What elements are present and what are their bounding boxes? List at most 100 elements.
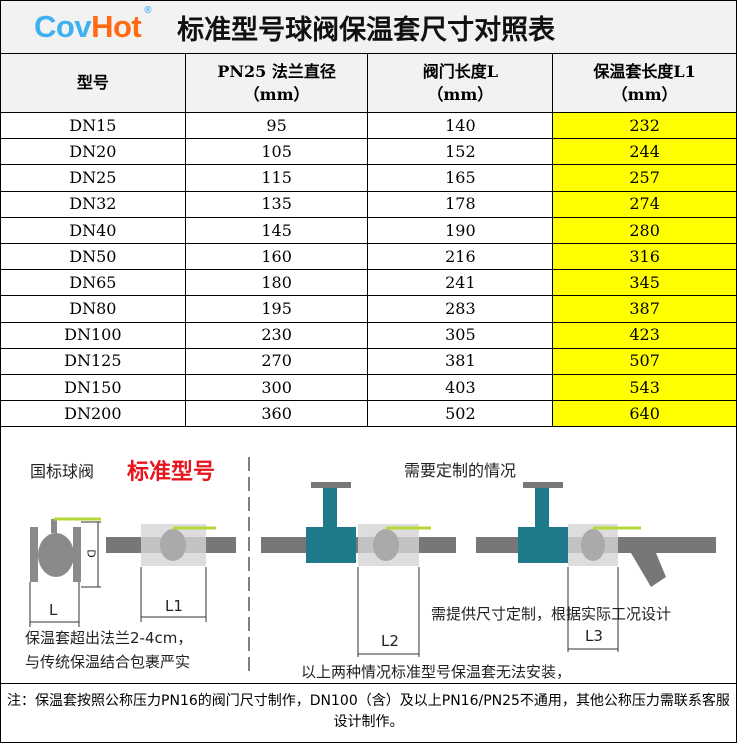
model-cell: DN32 bbox=[0, 190, 186, 218]
dim-l: L bbox=[49, 601, 58, 619]
ball-valve-icon bbox=[160, 529, 186, 561]
column-header: 型号 bbox=[0, 53, 186, 113]
page-title: 标准型号球阀保温套尺寸对照表 bbox=[177, 14, 556, 46]
table-row: DN32 135 178 274 bbox=[0, 190, 737, 218]
gate-valve-stem bbox=[535, 487, 549, 532]
flange-diameter-cell: 135 bbox=[184, 190, 369, 218]
model-cell: DN80 bbox=[0, 295, 186, 323]
column-header-unit: （mm） bbox=[243, 85, 310, 104]
flange-diameter-cell: 300 bbox=[184, 373, 369, 402]
valve-length-cell: 216 bbox=[367, 242, 554, 271]
registered-mark: ® bbox=[144, 5, 152, 16]
flange-diameter-cell: 195 bbox=[184, 295, 369, 323]
column-header: 阀门长度L （mm） bbox=[367, 53, 554, 113]
flange-diameter-cell: 105 bbox=[184, 138, 369, 166]
model-cell: DN15 bbox=[0, 111, 186, 140]
table-row: DN40 145 190 280 bbox=[0, 216, 737, 244]
dim-l1: L1 bbox=[165, 597, 183, 615]
size-table: 型号 PN25 法兰直径 （mm） 阀门长度L （mm） 保温套长度L1 （mm） DN15… bbox=[0, 53, 737, 428]
jacket-length-cell: 507 bbox=[552, 347, 737, 375]
jacket-length-cell: 316 bbox=[552, 242, 737, 271]
flange-diameter-cell: 160 bbox=[184, 242, 369, 271]
table-row: DN15 95 140 232 bbox=[0, 111, 737, 140]
jacket-length-cell: 543 bbox=[552, 373, 737, 402]
dim-l3: L3 bbox=[585, 627, 603, 645]
flange-diameter-cell: 180 bbox=[184, 269, 369, 297]
gate-valve-stem bbox=[323, 487, 337, 532]
jacket-length-cell: 232 bbox=[552, 111, 737, 140]
jacket-length-cell: 280 bbox=[552, 216, 737, 244]
column-header: PN25 法兰直径 （mm） bbox=[184, 53, 369, 113]
column-header-line1: 型号 bbox=[76, 73, 109, 93]
valve-length-cell: 381 bbox=[367, 347, 554, 375]
logo-hot: Hot bbox=[91, 9, 142, 44]
gate-valve-icon bbox=[306, 527, 356, 563]
table-row: DN200 360 502 640 bbox=[0, 400, 737, 428]
table-row: DN80 195 283 387 bbox=[0, 295, 737, 323]
table-row: DN125 270 381 507 bbox=[0, 347, 737, 375]
model-cell: DN20 bbox=[0, 138, 186, 166]
dimension-lines bbox=[29, 521, 619, 657]
flange-diameter-cell: 360 bbox=[184, 400, 369, 428]
column-header: 保温套长度L1 （mm） bbox=[552, 53, 737, 113]
table-row: DN65 180 241 345 bbox=[0, 269, 737, 297]
column-header-line1: 阀门长度L bbox=[422, 61, 498, 81]
custom-label: 需要定制的情况 bbox=[404, 461, 517, 480]
left-label: 国标球阀 bbox=[30, 462, 95, 481]
valve-length-cell: 152 bbox=[367, 138, 554, 166]
model-cell: DN125 bbox=[0, 347, 186, 375]
header-row: 型号 PN25 法兰直径 （mm） 阀门长度L （mm） 保温套长度L1 （mm） bbox=[0, 53, 737, 113]
jacket-length-cell: 640 bbox=[552, 400, 737, 428]
footnote: 注：保温套按照公称压力PN16的阀门尺寸制作，DN100（含）及以上PN16/P… bbox=[0, 683, 737, 743]
strainer-icon bbox=[631, 553, 666, 587]
model-cell: DN150 bbox=[0, 373, 186, 402]
column-header-line1: 保温套长度L1 bbox=[593, 61, 696, 81]
ball-valve-icon bbox=[373, 529, 399, 561]
table-row: DN25 115 165 257 bbox=[0, 164, 737, 192]
jacket-length-cell: 244 bbox=[552, 138, 737, 166]
valve-illustration bbox=[29, 457, 716, 677]
left-desc-2: 与传统保温结合包裹严实 bbox=[25, 653, 191, 671]
valve-length-cell: 190 bbox=[367, 216, 554, 244]
flange-diameter-cell: 95 bbox=[184, 111, 369, 140]
valve-length-cell: 305 bbox=[367, 321, 554, 349]
flange-diameter-cell: 145 bbox=[184, 216, 369, 244]
jacket-length-cell: 257 bbox=[552, 164, 737, 192]
left-desc-1: 保温套超出法兰2-4cm， bbox=[25, 629, 193, 647]
jacket-length-cell: 387 bbox=[552, 295, 737, 323]
title-bar: CovHot ® 标准型号球阀保温套尺寸对照表 bbox=[0, 0, 737, 54]
diagram-section: 国标球阀 标准型号 需要定制的情况 D L L1 L2 L3 保温套超出法兰2-… bbox=[0, 427, 737, 684]
dim-l2: L2 bbox=[381, 632, 399, 650]
table-row: DN50 160 216 316 bbox=[0, 242, 737, 271]
valve-length-cell: 140 bbox=[367, 111, 554, 140]
model-cell: DN65 bbox=[0, 269, 186, 297]
gate-valve-icon bbox=[518, 527, 568, 563]
flange-diameter-cell: 230 bbox=[184, 321, 369, 349]
model-cell: DN100 bbox=[0, 321, 186, 349]
valve-length-cell: 283 bbox=[367, 295, 554, 323]
right-desc-2: 需提供尺寸定制，根据实际工况设计 bbox=[431, 605, 672, 623]
gate-valve-wheel bbox=[523, 482, 563, 488]
table-row: DN100 230 305 423 bbox=[0, 321, 737, 349]
jacket-length-cell: 274 bbox=[552, 190, 737, 218]
column-header-unit: （mm） bbox=[427, 85, 494, 104]
valve-length-cell: 165 bbox=[367, 164, 554, 192]
flange-diameter-cell: 115 bbox=[184, 164, 369, 192]
table-row: DN20 105 152 244 bbox=[0, 138, 737, 166]
right-desc-1: 以上两种情况标准型号保温套无法安装， bbox=[301, 663, 572, 681]
ball-valve-icon bbox=[581, 529, 605, 561]
table-row: DN150 300 403 543 bbox=[0, 373, 737, 402]
ball-valve-icon bbox=[30, 517, 101, 582]
valve-length-cell: 502 bbox=[367, 400, 554, 428]
gate-valve-wheel bbox=[311, 482, 351, 488]
column-header-line1: PN25 法兰直径 bbox=[217, 61, 336, 81]
jacket-length-cell: 423 bbox=[552, 321, 737, 349]
column-header-unit: （mm） bbox=[611, 85, 678, 104]
valve-length-cell: 178 bbox=[367, 190, 554, 218]
model-cell: DN50 bbox=[0, 242, 186, 271]
model-cell: DN200 bbox=[0, 400, 186, 428]
logo-cov: Cov bbox=[34, 9, 92, 44]
dim-d: D bbox=[84, 549, 98, 558]
model-cell: DN25 bbox=[0, 164, 186, 192]
standard-model-label: 标准型号 bbox=[127, 460, 216, 485]
